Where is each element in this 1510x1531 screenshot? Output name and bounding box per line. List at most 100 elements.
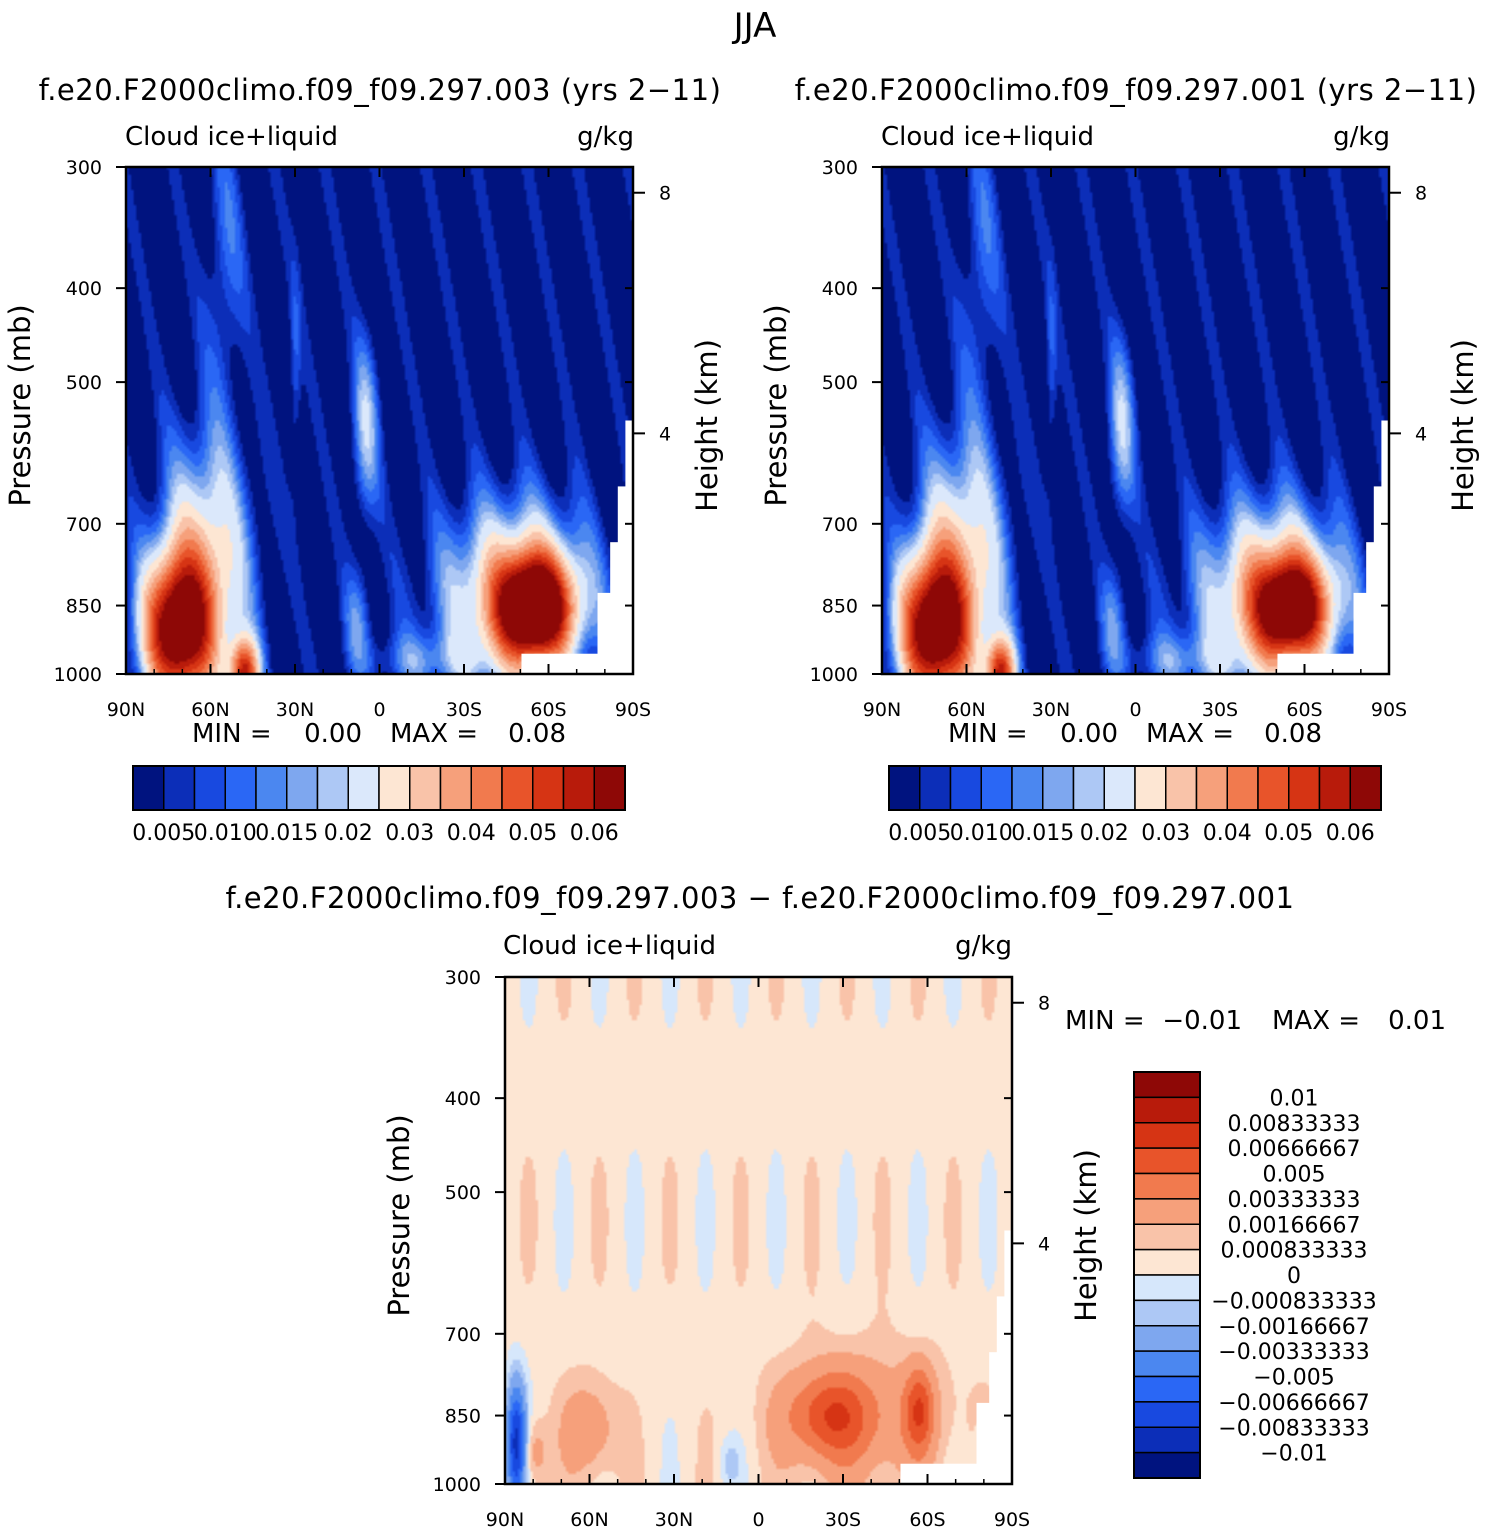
- difference-x-tick-label: 60S: [909, 1509, 945, 1531]
- difference-max-label: MAX =: [1272, 1006, 1360, 1036]
- right-y-tick-label: 850: [822, 596, 858, 618]
- right-x-tick-label: 60N: [947, 699, 985, 721]
- difference-colorbar-label: 0.00166667: [1228, 1213, 1361, 1238]
- right-y-tick-label: 700: [822, 514, 858, 536]
- left-y-tick-label: 400: [66, 278, 102, 300]
- left-colorbar-label: 0.04: [447, 821, 496, 846]
- right-colorbar-frame: [888, 765, 1382, 811]
- right-x-tick-label: 30S: [1202, 699, 1238, 721]
- difference-colorbar-label: 0.00333333: [1228, 1188, 1361, 1213]
- left-colorbar-box: [562, 765, 595, 811]
- difference-colorbar-box: [1133, 1299, 1201, 1327]
- difference-minmax: MIN = −0.01 MAX = 0.01: [1065, 1006, 1446, 1036]
- difference-colorbar-label: 0.005: [1263, 1163, 1326, 1188]
- right-colorbar-box: [1349, 765, 1382, 811]
- left-colorbar-box: [378, 765, 411, 811]
- left-x-tick-label: 60N: [191, 699, 229, 721]
- right-y-tick-label: 400: [822, 278, 858, 300]
- difference-colorbar-label: −0.01: [1260, 1442, 1327, 1467]
- left-colorbar-box: [593, 765, 626, 811]
- right-colorbar-label: 0.015: [1011, 821, 1074, 846]
- difference-colorbar-label: 0.000833333: [1221, 1239, 1368, 1264]
- right-colorbar-box: [1042, 765, 1075, 811]
- left-colorbar-label: 0.005: [132, 821, 195, 846]
- left-colorbar-box: [439, 765, 472, 811]
- right-colorbar-box: [1318, 765, 1351, 811]
- right-x-tick-label: 30N: [1032, 699, 1070, 721]
- figure-title: JJA: [732, 6, 777, 46]
- left-min-label: MIN =: [192, 719, 272, 749]
- right-colorbar-box: [1226, 765, 1259, 811]
- difference-height-tick-label: 8: [1038, 993, 1050, 1015]
- right-colorbar-box: [1195, 765, 1228, 811]
- left-height-tick-label: 8: [659, 183, 671, 205]
- left-colorbar-box: [316, 765, 349, 811]
- difference-y-axis-title: Pressure (mb): [382, 1114, 416, 1316]
- right-colorbar-label: 0.010: [950, 821, 1013, 846]
- left-variable-label: Cloud ice+liquid: [125, 122, 338, 152]
- difference-colorbar-box: [1133, 1122, 1201, 1149]
- difference-colorbar-label: 0: [1287, 1264, 1301, 1289]
- right-height-tick-label: 4: [1415, 423, 1427, 445]
- right-x-tick-label: 60S: [1286, 699, 1322, 721]
- right-y-tick-label: 500: [822, 372, 858, 394]
- right-colorbar-label: 0.05: [1264, 821, 1313, 846]
- left-colorbar-box: [255, 765, 288, 811]
- right-min-label: MIN =: [948, 719, 1028, 749]
- left-x-tick-label: 30N: [276, 699, 314, 721]
- difference-height-tick-label: 4: [1038, 1233, 1050, 1255]
- difference-height-axis-title: Height (km): [1069, 1149, 1103, 1322]
- right-colorbar-box: [888, 765, 921, 811]
- right-colorbar-label: 0.04: [1203, 821, 1252, 846]
- right-colorbar-label: 0.005: [888, 821, 951, 846]
- right-colorbar-box: [1288, 765, 1321, 811]
- difference-min-value: −0.01: [1162, 1006, 1242, 1036]
- left-x-tick-label: 90N: [107, 699, 145, 721]
- left-max-label: MAX =: [390, 719, 478, 749]
- right-case-title: f.e20.F2000climo.f09_f09.297.001 (yrs 2−…: [795, 73, 1478, 107]
- right-y-tick-label: 1000: [810, 664, 858, 686]
- right-colorbar-box: [1011, 765, 1044, 811]
- difference-max-value: 0.01: [1388, 1006, 1446, 1036]
- right-colorbar-box: [1165, 765, 1198, 811]
- left-colorbar-box: [501, 765, 534, 811]
- difference-colorbar-box: [1133, 1071, 1201, 1099]
- difference-colorbar-box: [1133, 1248, 1201, 1276]
- difference-colorbar-frame: [1133, 1071, 1201, 1479]
- difference-y-tick-label: 400: [445, 1088, 481, 1110]
- difference-x-tick-label: 90S: [994, 1509, 1030, 1531]
- difference-y-tick-label: 300: [445, 967, 481, 989]
- left-colorbar-frame: [132, 765, 626, 811]
- left-y-tick-label: 300: [66, 157, 102, 179]
- left-height-axis-title: Height (km): [690, 339, 724, 512]
- difference-y-tick-label: 850: [445, 1406, 481, 1428]
- right-contour-field: [882, 167, 1389, 674]
- right-x-tick-label: 90N: [863, 699, 901, 721]
- left-max-value: 0.08: [508, 719, 566, 749]
- left-colorbar-box: [532, 765, 565, 811]
- right-y-tick-label: 300: [822, 157, 858, 179]
- left-x-tick-label: 60S: [530, 699, 566, 721]
- difference-colorbar-box: [1133, 1147, 1201, 1175]
- difference-colorbar-label: −0.000833333: [1211, 1289, 1376, 1314]
- difference-colorbar-label: 0.01: [1270, 1086, 1319, 1111]
- difference-colorbar-label: −0.00166667: [1218, 1315, 1369, 1340]
- left-panel: 90N 60N 30N 0 30S 60S 90S 300 400 500 700 850 1000 8 4…: [3, 157, 724, 721]
- difference-colorbar-box: [1133, 1426, 1201, 1454]
- right-x-tick-label: 90S: [1371, 699, 1407, 721]
- left-colorbar-box: [224, 765, 257, 811]
- right-max-value: 0.08: [1264, 719, 1322, 749]
- difference-colorbar-box: [1133, 1172, 1201, 1200]
- left-colorbar-label: 0.010: [194, 821, 257, 846]
- left-colorbar-label: 0.05: [508, 821, 557, 846]
- right-y-axis-title: Pressure (mb): [759, 304, 793, 506]
- right-missing-region: [1277, 653, 1390, 675]
- left-minmax: MIN = 0.00 MAX = 0.08: [192, 719, 566, 749]
- right-min-value: 0.00: [1060, 719, 1118, 749]
- difference-colorbar-box: [1133, 1451, 1201, 1479]
- right-colorbar-label: 0.06: [1326, 821, 1375, 846]
- left-colorbar-box: [132, 765, 165, 811]
- difference-title: f.e20.F2000climo.f09_f09.297.003 − f.e20…: [225, 881, 1294, 915]
